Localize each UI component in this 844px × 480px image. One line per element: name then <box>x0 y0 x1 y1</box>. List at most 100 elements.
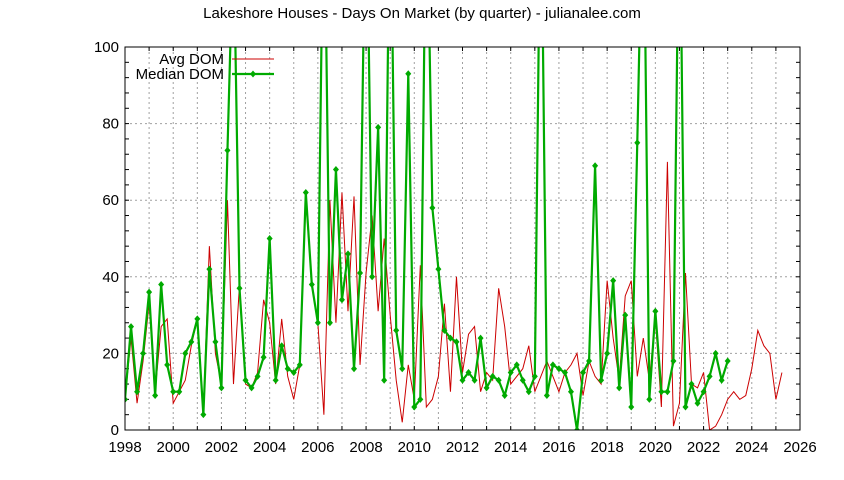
data-point-marker <box>218 384 225 392</box>
data-point-marker <box>694 399 701 407</box>
y-tick-label: 20 <box>102 345 119 362</box>
data-point-marker <box>531 372 538 380</box>
data-point-marker <box>200 411 207 419</box>
data-point-marker <box>164 361 171 369</box>
data-point-marker <box>610 277 617 285</box>
data-point-marker <box>513 361 520 369</box>
data-point-marker <box>471 376 478 384</box>
data-point-marker <box>586 357 593 365</box>
data-point-marker <box>634 139 641 147</box>
data-point-marker <box>598 376 605 384</box>
data-point-marker <box>712 349 719 357</box>
data-point-marker <box>125 395 128 403</box>
data-point-marker <box>212 338 219 346</box>
series-median-dom <box>125 47 731 430</box>
data-point-marker <box>314 319 321 327</box>
data-point-marker <box>272 376 279 384</box>
data-point-marker <box>375 123 382 131</box>
data-point-marker <box>290 369 297 377</box>
data-point-marker <box>278 342 285 350</box>
data-point-marker <box>682 403 689 411</box>
data-point-marker <box>718 376 725 384</box>
data-point-marker <box>134 388 141 396</box>
data-point-marker <box>574 426 581 430</box>
data-point-marker <box>326 319 333 327</box>
series-avg-dom <box>125 161 783 430</box>
x-tick-label: 2026 <box>783 439 816 456</box>
data-point-marker <box>507 369 514 377</box>
x-tick-label: 2018 <box>590 439 623 456</box>
data-point-marker <box>188 338 195 346</box>
data-point-marker <box>441 326 448 334</box>
data-point-marker <box>399 365 406 373</box>
data-point-marker <box>477 334 484 342</box>
data-point-marker <box>146 288 153 296</box>
x-tick-label: 1998 <box>108 439 141 456</box>
x-tick-label: 2006 <box>301 439 334 456</box>
data-point-marker <box>670 357 677 365</box>
data-point-marker <box>447 334 454 342</box>
data-point-marker <box>182 349 189 357</box>
data-point-marker <box>140 349 147 357</box>
data-point-marker <box>543 392 550 400</box>
x-tick-label: 2010 <box>398 439 431 456</box>
data-point-marker <box>338 296 345 304</box>
data-point-marker <box>495 376 502 384</box>
data-point-marker <box>435 265 442 273</box>
data-point-marker <box>501 392 508 400</box>
y-tick-label: 40 <box>102 269 119 286</box>
data-point-marker <box>724 357 731 365</box>
x-tick-label: 2000 <box>157 439 190 456</box>
data-point-marker <box>592 162 599 170</box>
data-point-marker <box>700 388 707 396</box>
data-point-marker <box>284 365 291 373</box>
data-point-marker <box>357 269 364 277</box>
y-tick-label: 80 <box>102 116 119 133</box>
data-point-marker <box>254 372 261 380</box>
data-point-marker <box>489 372 496 380</box>
grid <box>125 47 800 430</box>
x-tick-label: 2012 <box>446 439 479 456</box>
data-point-marker <box>652 307 659 315</box>
x-tick-label: 2004 <box>253 439 286 456</box>
data-point-marker <box>393 326 400 334</box>
data-point-marker <box>248 384 255 392</box>
data-point-marker <box>332 166 339 174</box>
y-tick-label: 60 <box>102 192 119 209</box>
data-point-marker <box>658 388 665 396</box>
data-point-marker <box>302 189 309 197</box>
data-point-marker <box>344 250 351 258</box>
x-tick-label: 2014 <box>494 439 527 456</box>
data-point-marker <box>567 388 574 396</box>
legend-label: Avg DOM <box>159 51 224 68</box>
data-point-marker <box>405 70 412 78</box>
chart-title: Lakeshore Houses - Days On Market (by qu… <box>203 5 641 22</box>
data-point-marker <box>369 273 376 281</box>
data-point-marker <box>549 361 556 369</box>
x-tick-label: 2008 <box>349 439 382 456</box>
data-point-marker <box>628 403 635 411</box>
data-point-marker <box>519 376 526 384</box>
data-point-marker <box>242 376 249 384</box>
data-point-marker <box>152 392 159 400</box>
data-point-marker <box>525 388 532 396</box>
x-tick-label: 2022 <box>687 439 720 456</box>
data-point-marker <box>411 403 418 411</box>
data-point-marker <box>158 280 165 288</box>
data-point-marker <box>296 361 303 369</box>
data-point-marker <box>555 365 562 373</box>
data-point-marker <box>417 395 424 403</box>
x-tick-label: 2024 <box>735 439 768 456</box>
data-point-marker <box>459 376 466 384</box>
x-tick-label: 2020 <box>639 439 672 456</box>
data-point-marker <box>580 369 587 377</box>
data-point-marker <box>429 204 436 212</box>
y-tick-label: 100 <box>94 39 119 56</box>
data-point-marker <box>236 284 243 292</box>
data-point-marker <box>483 384 490 392</box>
data-point-marker <box>664 388 671 396</box>
data-point-marker <box>176 388 183 396</box>
data-point-marker <box>308 280 315 288</box>
